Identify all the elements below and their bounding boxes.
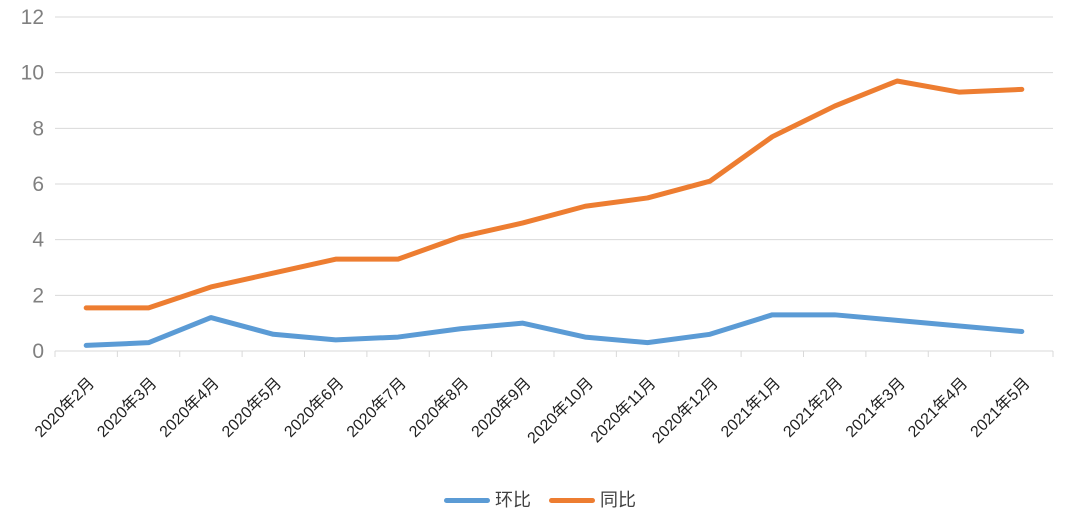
x-axis-label: 2020年2月 — [31, 374, 98, 441]
legend: 环比 同比 — [0, 491, 1080, 509]
y-axis-label: 8 — [32, 117, 44, 140]
x-axis-label: 2021年3月 — [842, 374, 909, 441]
x-axis-label: 2020年9月 — [468, 374, 535, 441]
y-axis-label: 12 — [21, 6, 44, 29]
x-axis-label: 2021年2月 — [780, 374, 847, 441]
plot-area: 0246810122020年2月2020年3月2020年4月2020年5月202… — [21, 6, 1054, 447]
y-axis-label: 4 — [32, 229, 44, 252]
legend-swatch-tongbi-icon — [549, 497, 595, 503]
y-axis-label: 0 — [32, 340, 44, 363]
x-axis-label: 2020年5月 — [218, 374, 285, 441]
y-axis-label: 10 — [21, 62, 44, 85]
legend-item-tongbi[interactable]: 同比 — [549, 491, 636, 509]
x-axis-label: 2021年4月 — [904, 374, 971, 441]
x-axis-label: 2020年12月 — [649, 374, 722, 447]
x-axis-label: 2021年1月 — [717, 374, 784, 441]
legend-item-huanbi[interactable]: 环比 — [444, 491, 531, 509]
x-axis-label: 2020年8月 — [405, 374, 472, 441]
x-axis-label: 2020年3月 — [94, 374, 161, 441]
legend-label-tongbi: 同比 — [600, 490, 636, 510]
legend-label-huanbi: 环比 — [495, 490, 531, 510]
x-axis-label: 2020年6月 — [281, 374, 348, 441]
x-axis-label: 2021年5月 — [967, 374, 1034, 441]
series-line-huanbi — [83, 312, 1025, 348]
x-axis-label: 2020年7月 — [343, 374, 410, 441]
y-axis-label: 6 — [32, 173, 44, 196]
series-line-tongbi — [83, 78, 1025, 311]
legend-swatch-huanbi-icon — [444, 497, 490, 503]
x-axis-label: 2020年10月 — [524, 374, 597, 447]
y-axis-label: 2 — [32, 284, 44, 307]
x-axis-label: 2020年4月 — [156, 374, 223, 441]
